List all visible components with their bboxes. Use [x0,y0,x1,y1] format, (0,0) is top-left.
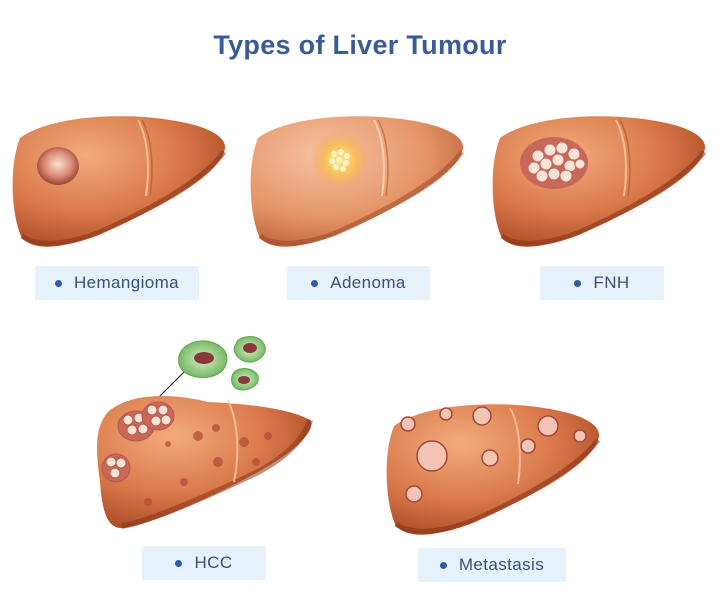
label-hemangioma-text: Hemangioma [73,273,180,292]
bullet-icon [574,279,582,287]
label-adenoma: Adenoma [287,266,430,300]
liver-metastasis-illustration [384,396,606,542]
label-fnh: FNH [540,266,664,300]
bullet-icon [311,279,319,287]
label-metastasis-text: Metastasis [458,555,545,574]
liver-hemangioma-illustration [10,108,232,254]
bullet-icon [54,279,62,287]
label-hemangioma: Hemangioma [35,266,199,300]
adenoma-lesion [329,149,350,172]
hcc-lesion [101,401,175,483]
metastasis-lesions [400,406,587,503]
label-hcc: HCC [142,546,266,580]
liver-hcc-illustration [88,332,320,538]
label-hcc-text: HCC [194,553,233,572]
bullet-icon [175,559,183,567]
liver-adenoma-illustration [248,108,470,254]
hemangioma-lesion [37,147,79,185]
fnh-lesion [520,137,588,189]
bullet-icon [439,561,447,569]
liver-fnh-illustration [490,108,712,254]
label-adenoma-text: Adenoma [330,273,406,292]
page-title: Types of Liver Tumour [213,30,507,60]
label-metastasis: Metastasis [418,548,566,582]
tumour-cell-cluster [143,336,266,413]
label-fnh-text: FNH [593,273,630,292]
